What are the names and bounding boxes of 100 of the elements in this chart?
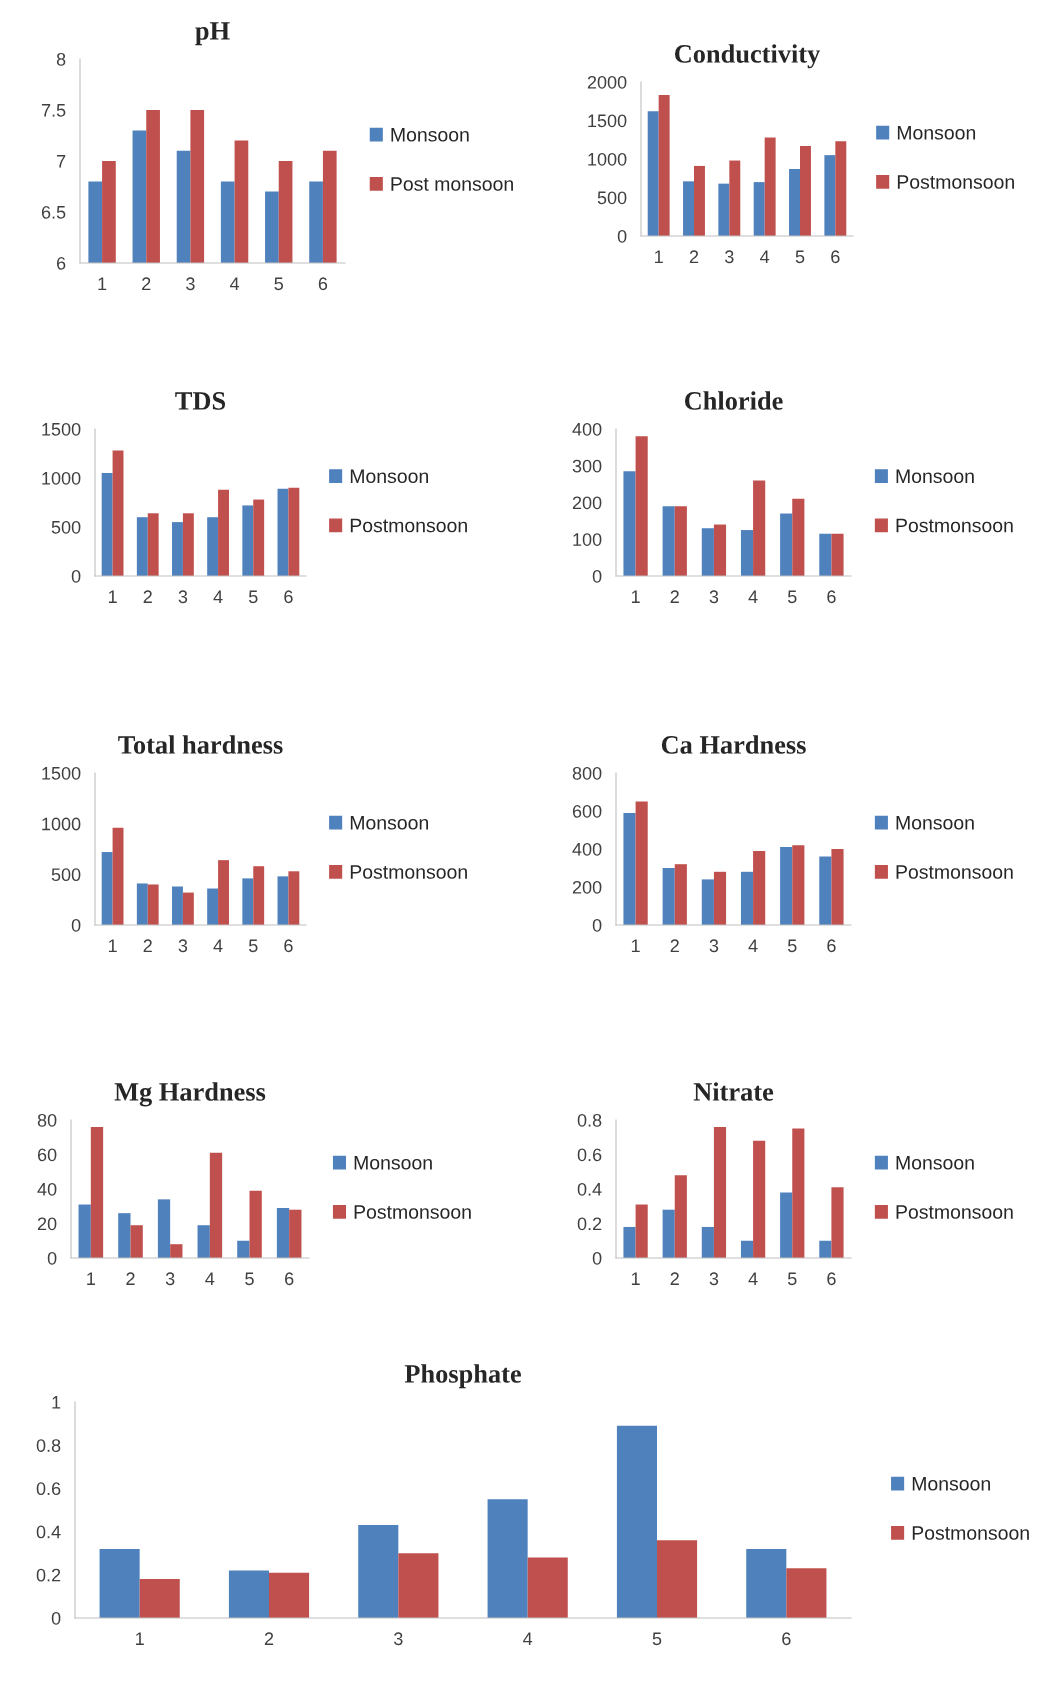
bar (683, 181, 694, 236)
x-tick-label: 4 (213, 590, 223, 603)
x-tick-label: 3 (178, 590, 188, 604)
bar (253, 866, 265, 925)
bar (819, 856, 832, 925)
bar (207, 517, 219, 576)
bar (786, 1568, 827, 1618)
x-tick-label: 3 (725, 250, 734, 264)
x-tick-label: 5 (787, 590, 797, 604)
y-tick-label: 0.2 (36, 1568, 61, 1582)
y-tick-label: 0.6 (36, 1482, 61, 1496)
x-tick-label: 5 (274, 277, 284, 291)
x-tick-label: 5 (245, 1272, 254, 1286)
legend-label: Postmonsoon (896, 1205, 1013, 1219)
legend-label: Monsoon (896, 816, 974, 830)
legend-label: Monsoon (350, 469, 428, 484)
bar (674, 1175, 687, 1258)
chart-title: Chloride (684, 391, 783, 410)
x-tick-label: 5 (787, 939, 797, 953)
legend-label: Postmonsoon (350, 518, 467, 533)
bar (824, 155, 836, 236)
y-tick-label: 7 (57, 155, 66, 168)
y-tick-label: 200 (572, 496, 602, 510)
x-tick-label: 1 (655, 250, 663, 263)
y-tick-label: 1500 (42, 422, 81, 436)
legend-label: Monsoon (896, 1156, 974, 1170)
x-tick-label: 6 (827, 939, 836, 953)
y-tick-label: 100 (573, 533, 602, 546)
x-tick-label: 4 (760, 250, 770, 263)
x-tick-label: 4 (205, 1272, 215, 1285)
bar (753, 1140, 766, 1258)
x-tick-label: 5 (795, 250, 805, 264)
bar (662, 868, 675, 925)
bar (701, 528, 714, 576)
x-tick-label: 3 (394, 1632, 403, 1646)
bar (674, 864, 687, 925)
y-tick-label: 800 (572, 766, 602, 780)
chart-title: Total hardness (118, 735, 283, 754)
x-tick-label: 3 (709, 1272, 719, 1286)
bar (228, 1570, 269, 1618)
x-tick-label: 3 (178, 939, 188, 953)
bar (764, 137, 776, 236)
bar (800, 145, 811, 236)
x-tick-label: 4 (213, 939, 223, 952)
legend-label: Postmonsoon (354, 1205, 471, 1219)
x-tick-label: 6 (284, 590, 293, 604)
bar (101, 852, 113, 925)
x-tick-label: 4 (229, 277, 240, 290)
bar (718, 183, 730, 236)
legend-label: Monsoon (897, 126, 976, 140)
x-tick-label: 2 (670, 1272, 679, 1285)
bar (101, 473, 113, 576)
bar (277, 876, 289, 925)
x-tick-label: 2 (689, 250, 699, 263)
bar (831, 1187, 844, 1258)
x-tick-label: 2 (143, 939, 152, 952)
x-tick-label: 3 (165, 1272, 175, 1286)
bar (694, 165, 705, 236)
legend-label: Postmonsoon (897, 175, 1014, 189)
bar (269, 1572, 310, 1618)
bar (242, 878, 254, 925)
bar (253, 499, 265, 576)
bar (662, 1209, 675, 1258)
x-tick-label: 6 (827, 1272, 836, 1286)
bar (130, 1225, 143, 1258)
bar (780, 847, 793, 925)
bar (792, 498, 805, 576)
bar (780, 513, 793, 576)
y-tick-label: 0 (617, 229, 627, 243)
bar (118, 1213, 131, 1258)
y-tick-label: 600 (572, 804, 602, 818)
bar (172, 522, 183, 576)
x-tick-label: 6 (827, 590, 836, 604)
bar (182, 892, 194, 925)
bar (172, 886, 183, 925)
bar (242, 505, 254, 576)
y-tick-label: 80 (37, 1113, 57, 1127)
x-tick-label: 2 (143, 590, 152, 603)
y-tick-label: 500 (51, 520, 81, 534)
y-tick-label: 500 (597, 191, 627, 205)
bar (527, 1557, 568, 1618)
x-tick-label: 5 (787, 1272, 797, 1286)
y-tick-label: 0 (71, 918, 81, 932)
bar (792, 845, 805, 925)
bar (623, 812, 636, 925)
bar (207, 888, 219, 925)
x-tick-label: 1 (631, 1272, 640, 1285)
bar (218, 860, 229, 925)
bar (662, 506, 675, 576)
bar (136, 883, 148, 925)
y-tick-label: 1000 (42, 471, 81, 485)
bar (713, 1126, 727, 1258)
bar (789, 169, 800, 236)
x-tick-label: 5 (248, 939, 258, 953)
x-tick-label: 4 (748, 590, 758, 603)
x-tick-label: 4 (748, 1272, 758, 1285)
chart-title: Phosphate (404, 1364, 521, 1389)
x-tick-label: 4 (748, 939, 758, 952)
x-tick-label: 1 (136, 1632, 144, 1645)
bar (147, 884, 159, 925)
